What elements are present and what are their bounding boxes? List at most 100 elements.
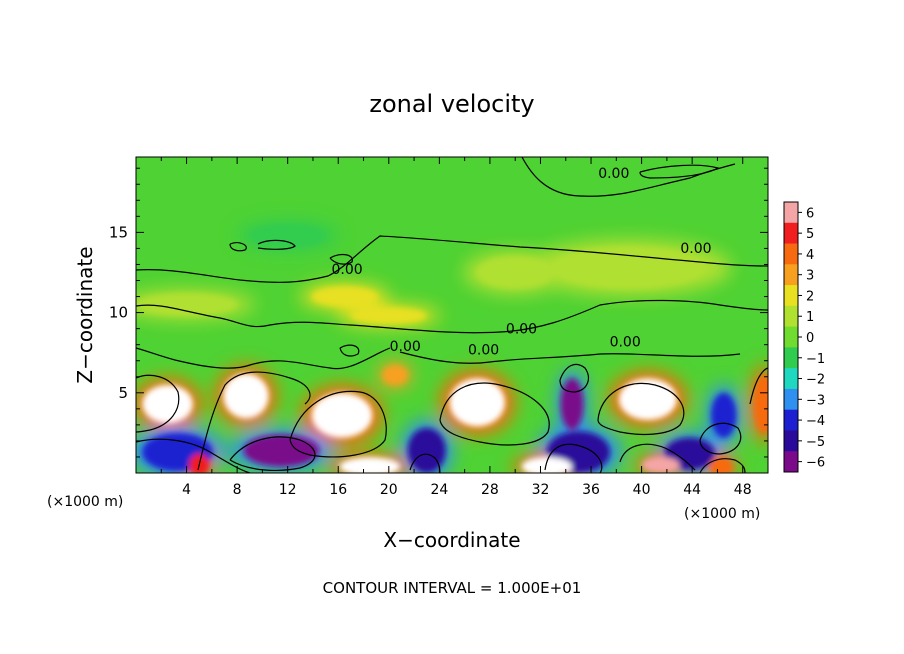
- field-core: [618, 378, 677, 421]
- contour-line: [409, 453, 441, 473]
- x-tick-label: 24: [430, 482, 448, 498]
- field-core: [249, 224, 326, 247]
- y-axis-label: Z−coordinate: [73, 246, 97, 383]
- x-tick-label: 12: [279, 482, 297, 498]
- contour-line: [257, 239, 296, 250]
- contour-labels: 0.00 0.00 0.00 0.00 0.00 0.00 0.00: [332, 166, 712, 358]
- field-core: [641, 456, 680, 473]
- contour-line: [597, 382, 685, 436]
- x-tick-label: 4: [182, 482, 191, 498]
- colorbar: 6 5 4 3 2 1 0 −1 −2 −3 −4 −5 −6: [783, 201, 825, 473]
- x-tick-label: 32: [532, 482, 550, 498]
- colorbar-tick-label: −4: [806, 414, 825, 429]
- field-core: [553, 246, 705, 289]
- contour-line: [329, 253, 353, 265]
- contour-line: [399, 351, 741, 364]
- contour-lines: [136, 157, 768, 473]
- x-axis-label: X−coordinate: [383, 528, 520, 552]
- colorbar-segment: [784, 326, 798, 348]
- x-tick-label: 8: [233, 482, 242, 498]
- y-tick-label: 5: [118, 384, 128, 402]
- chart-title: zonal velocity: [369, 90, 534, 118]
- colorbar-segment: [784, 264, 798, 286]
- colorbar-tick-label: 5: [806, 227, 814, 242]
- contour-line: [619, 443, 696, 471]
- contour-line: [197, 371, 311, 471]
- colorbar-tick-label: 6: [806, 206, 814, 221]
- contour-line: [229, 242, 247, 252]
- contour-label: 0.00: [680, 241, 711, 257]
- colorbar-tick-label: 2: [806, 289, 814, 304]
- contour-line: [699, 458, 746, 473]
- x-tick-label: 36: [582, 482, 600, 498]
- contour-line: [136, 347, 391, 370]
- y-axis: 5 10 15: [109, 167, 768, 458]
- x-tick-label: 28: [481, 482, 499, 498]
- contour-label: 0.00: [468, 342, 499, 358]
- contour-line: [749, 367, 768, 405]
- plot-area: 0.00 0.00 0.00 0.00 0.00 0.00 0.00: [136, 157, 768, 473]
- y-tick-label: 15: [109, 223, 128, 241]
- colorbar-segment: [784, 222, 798, 245]
- field-core: [407, 428, 446, 473]
- contour-label: 0.00: [610, 334, 641, 350]
- contour-line: [229, 436, 316, 471]
- contour-line: [439, 382, 550, 446]
- x-tick-label: 40: [633, 482, 651, 498]
- field-core: [709, 456, 733, 473]
- contour-line: [136, 235, 768, 283]
- field-core: [382, 365, 408, 385]
- field-core: [142, 384, 193, 424]
- contour-interval-note: CONTOUR INTERVAL = 1.000E+01: [323, 579, 582, 597]
- colorbar-tick-label: 0: [806, 331, 814, 346]
- field-core: [521, 456, 573, 473]
- colorbar-segment: [784, 409, 798, 431]
- field-core: [339, 456, 401, 473]
- colorbar-tick-label: −3: [806, 393, 825, 408]
- colorbar-segment: [784, 430, 798, 452]
- x-tick-label: 20: [380, 482, 398, 498]
- x-unit-left: (×1000 m): [47, 494, 123, 510]
- plot-frame: [135, 156, 769, 474]
- colorbar-tick-label: −2: [806, 373, 825, 388]
- colorbar-tick-label: 4: [806, 248, 814, 263]
- x-unit-right: (×1000 m): [684, 506, 760, 522]
- field-core: [477, 256, 554, 289]
- contour-line: [136, 299, 768, 334]
- x-tick-label: 44: [683, 482, 701, 498]
- contour-line: [544, 443, 603, 473]
- contour-label: 0.00: [390, 339, 421, 355]
- contour-line: [559, 363, 589, 393]
- colorbar-segment: [784, 368, 798, 390]
- colorbar-tick-label: −5: [806, 435, 825, 450]
- contour-line: [699, 422, 742, 455]
- contour-line: [639, 164, 720, 179]
- x-tick-label: 16: [329, 482, 347, 498]
- colorbar-tick-label: −6: [806, 456, 825, 471]
- field-core: [311, 392, 373, 438]
- colorbar-tick-label: 3: [806, 269, 814, 284]
- velocity-cores: [136, 224, 768, 473]
- colorbar-tick-label: 1: [806, 310, 814, 325]
- colorbar-segment: [784, 451, 798, 473]
- field-core: [350, 307, 427, 324]
- field-core: [754, 375, 768, 433]
- field-core: [311, 286, 378, 307]
- contour-label: 0.00: [506, 321, 537, 337]
- contour-line: [136, 438, 251, 473]
- field-core: [136, 293, 238, 316]
- field-core: [711, 392, 737, 438]
- field-core: [560, 378, 584, 430]
- y-tick-label: 10: [109, 304, 128, 322]
- colorbar-tick-label: −1: [806, 352, 825, 367]
- contour-line: [339, 344, 360, 357]
- colorbar-segment: [784, 243, 798, 265]
- colorbar-segment: [784, 388, 798, 411]
- colorbar-segment: [784, 202, 798, 224]
- colorbar-segment: [784, 347, 798, 369]
- contour-line: [289, 390, 387, 458]
- contour-label: 0.00: [598, 166, 629, 182]
- x-axis: 4 8 12 16 20 24 28 32 36 40 44 48: [160, 157, 752, 498]
- contour-line: [136, 374, 180, 433]
